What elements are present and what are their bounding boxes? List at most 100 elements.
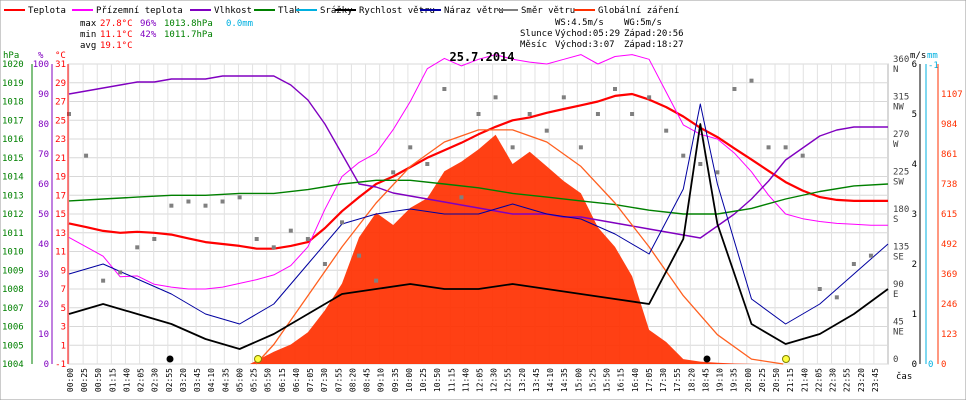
wind-direction-point (237, 195, 242, 200)
wind-direction-point (186, 199, 191, 204)
wind-speed-now: WS:4.5m/s (555, 18, 604, 28)
x-tick-label: 12:30 (490, 368, 499, 392)
dir-compass-label: S (893, 215, 898, 225)
wind-direction-point (305, 237, 310, 241)
series-feel-line (68, 54, 888, 290)
x-tick-label: 15:00 (574, 368, 583, 392)
wind-direction-point (203, 203, 208, 208)
hpa-tick-label: 1006 (2, 323, 24, 333)
ms-tick-label: 1 (912, 310, 917, 320)
stat-avg-temp: 19.1°C (100, 41, 133, 51)
chart-title: 25.7.2014 (449, 50, 514, 64)
wind-direction-point (288, 228, 293, 233)
hpa-tick-label: 1020 (2, 60, 24, 70)
hpa-tick-label: 1016 (2, 135, 24, 145)
x-tick-label: 20:25 (758, 368, 767, 392)
wind-direction-point (527, 112, 532, 116)
temp-tick-label: 29 (55, 79, 66, 89)
x-tick-label: 15:50 (603, 368, 612, 392)
hpa-tick-label: 1011 (2, 229, 24, 239)
series-gust-line (68, 103, 889, 325)
hpa-tick-label: 1015 (2, 154, 24, 164)
wind-direction-point (630, 112, 635, 116)
x-tick-label: 10:25 (419, 368, 428, 392)
solar-area-path (249, 134, 759, 364)
temp-tick-label: 15 (55, 210, 66, 220)
stat-max-temp: 27.8°C (100, 19, 133, 29)
solar-tick-label: 369 (941, 270, 957, 280)
solar-tick-label: 738 (941, 180, 957, 190)
dir-compass-label: NE (893, 328, 904, 338)
x-tick-label: 16:15 (617, 368, 626, 392)
x-tick-label: 23:20 (857, 368, 866, 392)
x-tick-label: 19:35 (730, 368, 739, 392)
legend-label-dir: Směr větru (521, 6, 575, 16)
hpa-tick-label: 1004 (2, 360, 24, 370)
hpa-tick-label: 1012 (2, 210, 24, 220)
temp-tick-label: 21 (55, 154, 66, 164)
wind-direction-point (442, 87, 447, 91)
wind-direction-point (544, 128, 549, 133)
x-tick-label: 12:05 (476, 368, 485, 392)
x-tick-label: 00:00 (66, 368, 75, 392)
x-tick-label: 13:20 (518, 368, 527, 392)
solar-tick-label: 984 (941, 120, 957, 130)
wind-direction-point (254, 237, 259, 241)
x-tick-label: 22:05 (814, 368, 823, 392)
wind-direction-point (152, 237, 157, 241)
ms-tick-label: 4 (912, 160, 917, 170)
x-tick-label: 02:55 (165, 368, 174, 392)
x-tick-label: 10:50 (433, 368, 442, 392)
wind-direction-point (510, 145, 515, 150)
x-tick-label: 02:30 (151, 368, 160, 392)
dir-compass-label: E (893, 290, 898, 300)
temp-tick-label: 5 (61, 304, 66, 314)
wind-direction-point (118, 270, 123, 275)
mm-tick-label: -1 (928, 61, 939, 71)
wind-direction-point (647, 95, 652, 100)
x-tick-label: 20:00 (744, 368, 753, 392)
x-tick-label: 14:10 (546, 368, 555, 392)
temp-tick-label: 1 (61, 341, 66, 351)
wind-direction-point (595, 112, 600, 116)
x-tick-label: 18:20 (687, 368, 696, 392)
wind-direction-point (732, 87, 737, 91)
sun-moon-markers (166, 355, 790, 363)
temp-tick-label: 7 (61, 285, 66, 295)
wind-direction-point (783, 145, 788, 150)
stat-max-hum: 96% (140, 19, 157, 29)
x-tick-label: 07:05 (306, 368, 315, 392)
series-press-line (68, 179, 889, 215)
unit-hpa: hPa (3, 51, 19, 61)
x-tick-label: 08:20 (348, 368, 357, 392)
dir-tick-label: 0 (893, 355, 898, 365)
ms-tick-label: 2 (912, 260, 917, 270)
sunrise-marker (254, 355, 262, 363)
wind-direction-point (374, 278, 379, 283)
temp-tick-label: 13 (55, 229, 66, 239)
dir-compass-label: W (893, 140, 899, 150)
pct-tick-label: 40 (38, 240, 49, 250)
dir-tick-label: 270 (893, 130, 909, 140)
pct-tick-label: 100 (33, 60, 49, 70)
wind-direction-point (664, 128, 669, 133)
stat-rain-total: 0.0mm (226, 19, 253, 29)
x-tick-label: 19:10 (716, 368, 725, 392)
temp-tick-label: 25 (55, 116, 66, 126)
x-tick-label: 17:05 (645, 368, 654, 392)
solar-radiation-area (249, 134, 759, 364)
temp-tick-label: 31 (55, 60, 66, 70)
hpa-tick-label: 1007 (2, 304, 24, 314)
wind-direction-point (459, 195, 464, 200)
x-tick-label: 01:15 (108, 368, 117, 392)
x-tick-label: 00:25 (80, 368, 89, 392)
dir-tick-label: 360 (893, 55, 909, 65)
temp-tick-label: 19 (55, 173, 66, 183)
hpa-tick-label: 1017 (2, 116, 24, 126)
sun-label: Slunce (520, 29, 553, 39)
series-wind-line (68, 123, 889, 350)
dir-tick-label: 45 (893, 318, 904, 328)
x-tick-label: 05:00 (235, 368, 244, 392)
moon-label: Měsíc (520, 40, 547, 50)
series-temp-line (68, 92, 888, 250)
